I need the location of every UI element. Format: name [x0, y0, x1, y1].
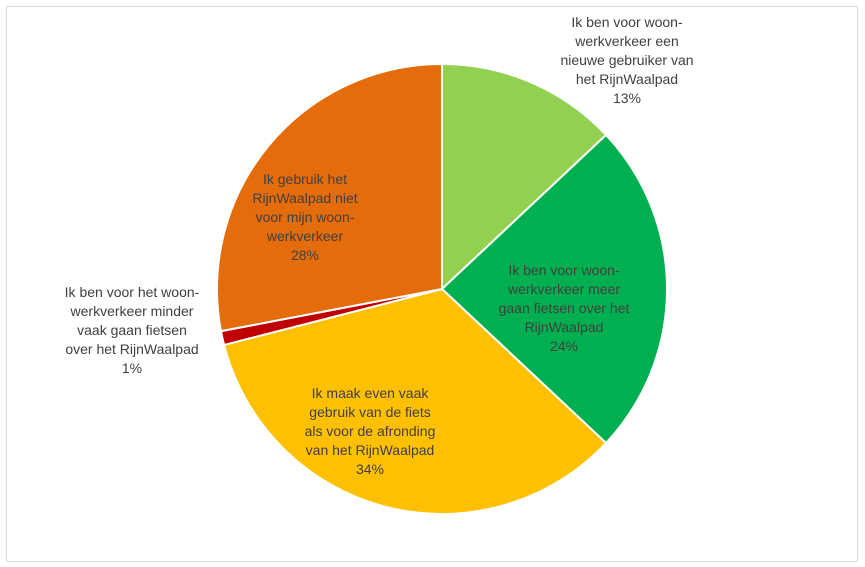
slice-data-label: Ik maak even vaak gebruik van de fiets als…	[305, 385, 436, 477]
slice-data-label: Ik ben voor woon-werkverkeer meer gaan fi…	[499, 262, 630, 354]
slice-data-label: Ik ben voor het woon-werkverkeer minder v…	[65, 284, 200, 376]
pie-slice	[441, 62, 608, 292]
pie-slice	[440, 133, 668, 445]
pie-slice	[216, 62, 443, 333]
pie-slice	[222, 287, 608, 515]
slice-data-label: Ik gebruik het RijnWaalpad niet voor mijn …	[252, 171, 357, 263]
slice-data-label: Ik ben voor woon-werkverkeer een nieuwe g…	[560, 14, 693, 106]
